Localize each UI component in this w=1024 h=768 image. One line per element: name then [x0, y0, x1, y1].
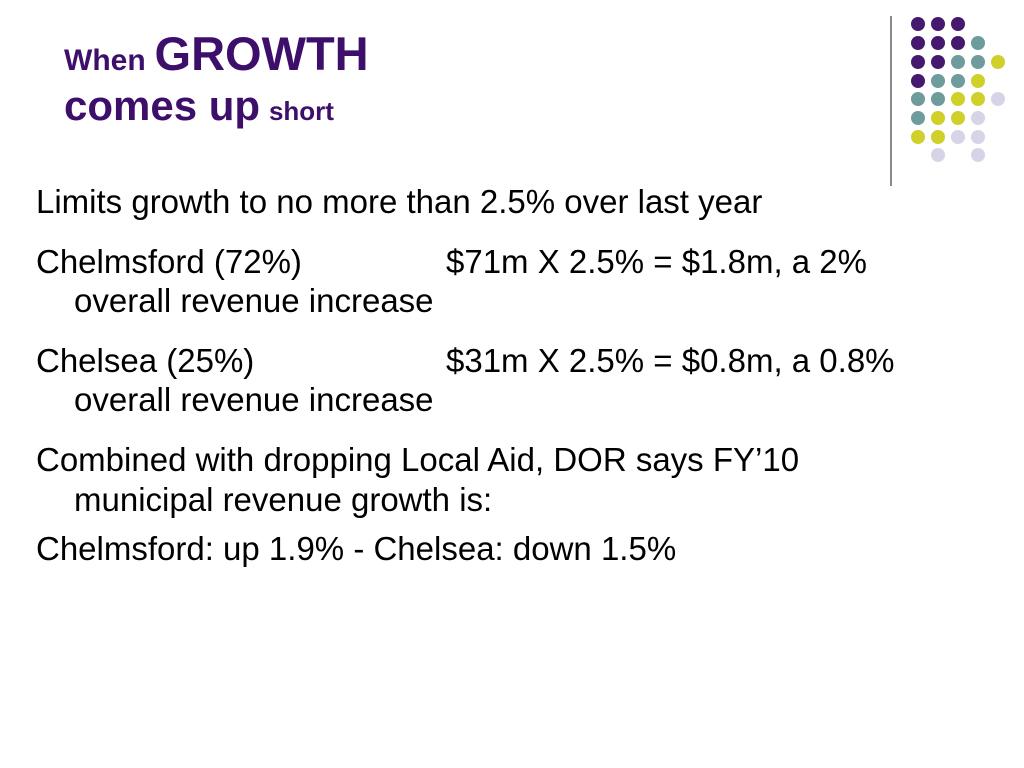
dot-icon	[931, 17, 945, 31]
bullet-summary: Chelmsford: up 1.9% - Chelsea: down 1.5%	[36, 529, 936, 569]
dot-icon	[951, 130, 965, 144]
bullet-text: Chelmsford: up 1.9% - Chelsea: down 1.5%	[36, 530, 677, 568]
dot-icon	[911, 36, 925, 50]
bullet-combined-local-aid: Combined with dropping Local Aid, DOR sa…	[36, 440, 936, 519]
dot-icon	[971, 130, 985, 144]
dot-icon	[911, 92, 925, 106]
dot-icon	[971, 74, 985, 88]
title-word-comes-up: comes up	[64, 82, 261, 130]
dot-icon	[911, 111, 925, 125]
dot-icon	[991, 92, 1005, 106]
dot-icon	[951, 74, 965, 88]
dot-icon	[951, 111, 965, 125]
dot-icon	[931, 74, 945, 88]
title-line-2: comes up short	[64, 81, 369, 131]
dot-icon	[931, 92, 945, 106]
dot-icon	[911, 17, 925, 31]
bullet-chelsea: Chelsea (25%) $31m X 2.5% = $0.8m, a 0.8%…	[36, 341, 936, 420]
title-word-short: short	[268, 96, 334, 127]
dot-icon	[971, 55, 985, 69]
dot-icon	[991, 55, 1005, 69]
dot-icon	[931, 130, 945, 144]
bullet-text: Limits growth to no more than 2.5% over …	[36, 183, 763, 220]
dot-icon	[931, 148, 945, 162]
dot-icon	[971, 92, 985, 106]
dot-icon	[951, 55, 965, 69]
dot-icon	[971, 111, 985, 125]
dot-icon	[911, 74, 925, 88]
dot-icon	[931, 111, 945, 125]
dot-icon	[911, 130, 925, 144]
bullet-text: $31m X 2.5% = $0.8m, a 0.8% overall reve…	[74, 341, 895, 419]
slide-title: When GROWTH comes up short	[64, 26, 369, 131]
decorative-divider-line	[890, 16, 892, 186]
dot-icon	[931, 36, 945, 50]
title-word-when: When	[64, 44, 146, 77]
dot-icon	[951, 17, 965, 31]
dot-icon	[911, 55, 925, 69]
bullet-text: $71m X 2.5% = $1.8m, a 2% overall revenu…	[74, 242, 867, 320]
bullet-limits-growth: Limits growth to no more than 2.5% over …	[36, 182, 936, 222]
dot-icon	[951, 36, 965, 50]
bullet-label: Chelsea (25%)	[36, 341, 255, 379]
dot-icon	[971, 36, 985, 50]
bullet-chelmsford: Chelmsford (72%) $71m X 2.5% = $1.8m, a 2…	[36, 242, 936, 321]
slide-body: Limits growth to no more than 2.5% over …	[36, 182, 936, 589]
dot-icon	[931, 55, 945, 69]
bullet-label: Chelmsford (72%)	[36, 242, 302, 280]
title-line-1: When GROWTH	[64, 26, 369, 81]
dot-icon	[971, 148, 985, 162]
bullet-text: Combined with dropping Local Aid, DOR sa…	[36, 440, 800, 518]
dot-icon	[951, 92, 965, 106]
title-word-growth: GROWTH	[154, 27, 369, 80]
